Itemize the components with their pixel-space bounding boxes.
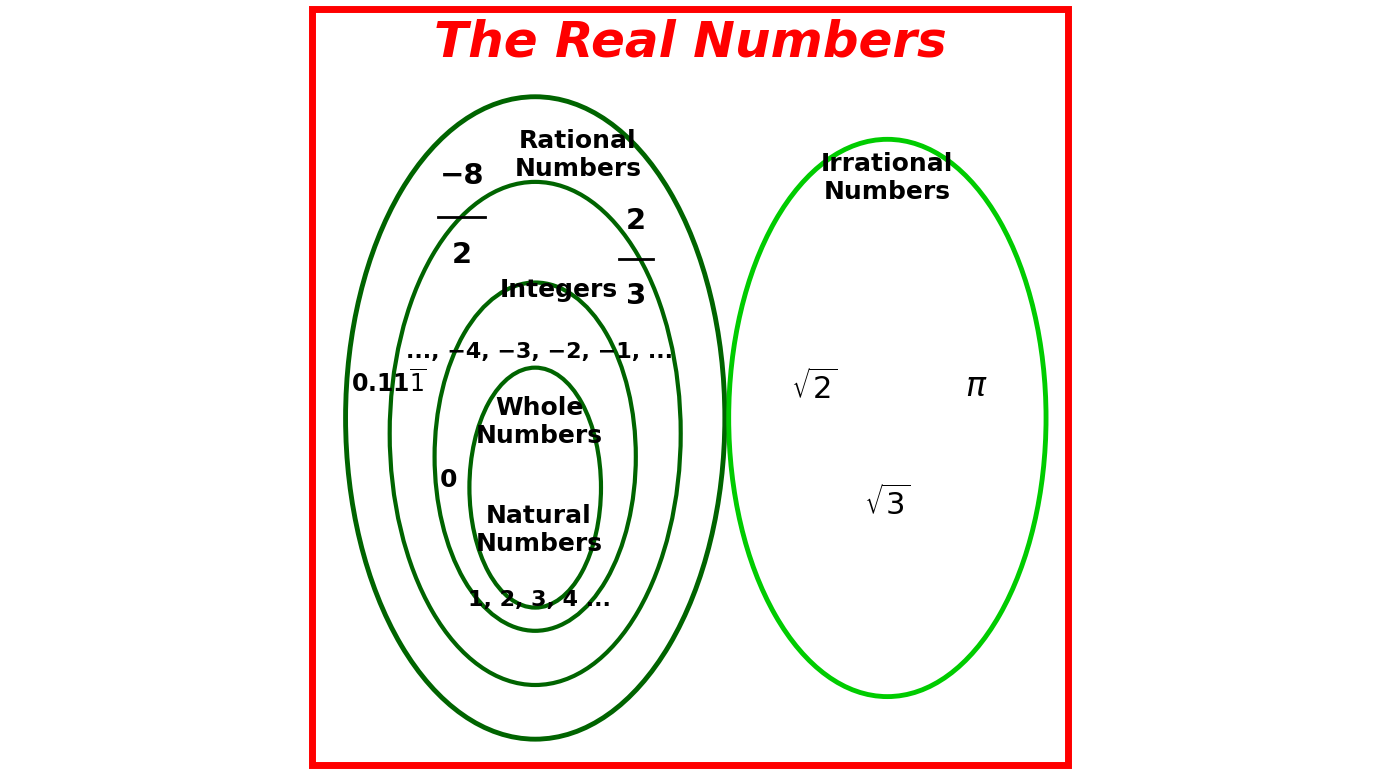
Text: 3: 3 — [625, 283, 646, 310]
Text: 0.11$\overline{1}$: 0.11$\overline{1}$ — [351, 369, 426, 397]
Text: 1, 2, 3, 4 ...: 1, 2, 3, 4 ... — [468, 590, 610, 610]
Text: 2: 2 — [451, 241, 472, 269]
Text: Integers: Integers — [500, 278, 617, 303]
Text: The Real Numbers: The Real Numbers — [433, 19, 947, 67]
Text: Irrational
Numbers: Irrational Numbers — [821, 152, 954, 204]
Text: 0: 0 — [440, 467, 457, 492]
Text: 2: 2 — [625, 207, 646, 235]
Text: Natural
Numbers: Natural Numbers — [476, 505, 603, 556]
Text: Whole
Numbers: Whole Numbers — [476, 396, 603, 447]
Text: Rational
Numbers: Rational Numbers — [515, 129, 642, 180]
Text: $\sqrt{3}$: $\sqrt{3}$ — [864, 485, 911, 521]
Text: $\sqrt{2}$: $\sqrt{2}$ — [791, 369, 838, 405]
Text: ..., −4, −3, −2, −1, ...: ..., −4, −3, −2, −1, ... — [406, 342, 672, 362]
Text: −8: −8 — [439, 163, 484, 190]
Text: $\pi$: $\pi$ — [965, 371, 988, 403]
